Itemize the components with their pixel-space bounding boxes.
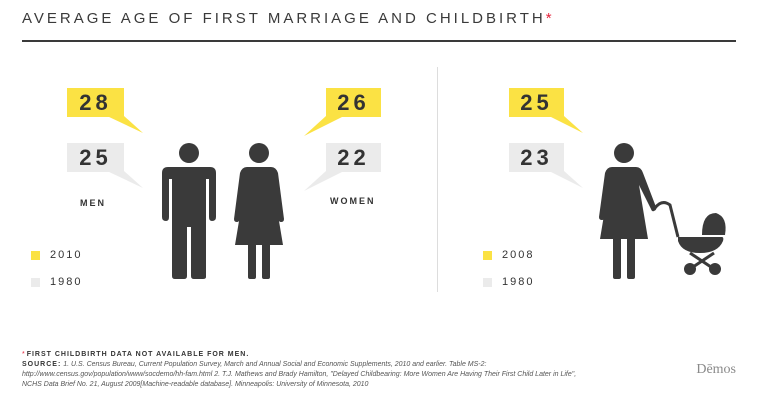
women-2010-text: 26: [326, 88, 381, 117]
source-text: 1. U.S. Census Bureau, Current Populatio…: [22, 361, 577, 388]
childbirth-2008-pointer: [549, 116, 583, 133]
legend-1980-childbirth: 1980: [483, 276, 534, 288]
men-1980-text: 25: [67, 143, 124, 172]
title-marker: *: [545, 10, 552, 27]
legend-label-1980: 1980: [50, 276, 83, 288]
footnote-marker: *: [22, 351, 25, 358]
mother-with-stroller-icon: [599, 143, 726, 279]
chart-title: AVERAGE AGE OF FIRST MARRIAGE AND CHILDB…: [22, 10, 552, 27]
legend-swatch-1980: [31, 277, 40, 287]
source-label: SOURCE:: [22, 361, 62, 368]
brand-logo: Dēmos: [696, 362, 736, 377]
legend-label-2008: 2008: [502, 249, 535, 261]
woman-icon: [234, 143, 284, 279]
women-1980-text: 22: [326, 143, 381, 172]
men-2010-text: 28: [67, 88, 124, 117]
footnote-source: SOURCE: 1. U.S. Census Bureau, Current P…: [22, 360, 582, 390]
women-2010-pointer: [304, 116, 344, 136]
legend-2010: 2010: [31, 249, 82, 261]
men-label: MEN: [80, 198, 106, 208]
title-rule: [22, 40, 736, 42]
women-label: WOMEN: [330, 196, 376, 206]
women-1980-pointer: [304, 171, 344, 191]
legend-swatch-1980-childbirth: [483, 277, 492, 287]
legend-label-1980-childbirth: 1980: [502, 276, 535, 288]
men-1980-pointer: [107, 171, 143, 188]
men-2010-pointer: [107, 116, 143, 133]
man-icon: [162, 143, 216, 279]
panel-divider: [437, 67, 438, 292]
women-2010-value: 26: [304, 88, 381, 136]
childbirth-1980-value: 23: [509, 143, 583, 188]
footnote-note: * FIRST CHILDBIRTH DATA NOT AVAILABLE FO…: [22, 350, 582, 360]
men-1980-value: 25: [67, 143, 143, 188]
legend-1980: 1980: [31, 276, 82, 288]
legend-2008: 2008: [483, 249, 534, 261]
legend-swatch-2008: [483, 250, 492, 260]
legend-label-2010: 2010: [50, 249, 83, 261]
women-1980-value: 22: [304, 143, 381, 191]
childbirth-2008-value: 25: [509, 88, 583, 133]
childbirth-1980-pointer: [549, 171, 583, 188]
childbirth-2008-text: 25: [509, 88, 564, 117]
childbirth-1980-text: 23: [509, 143, 564, 172]
footnote: * FIRST CHILDBIRTH DATA NOT AVAILABLE FO…: [22, 350, 582, 390]
footnote-note-text: FIRST CHILDBIRTH DATA NOT AVAILABLE FOR …: [26, 351, 250, 358]
men-2010-value: 28: [67, 88, 143, 133]
legend-swatch-2010: [31, 250, 40, 260]
